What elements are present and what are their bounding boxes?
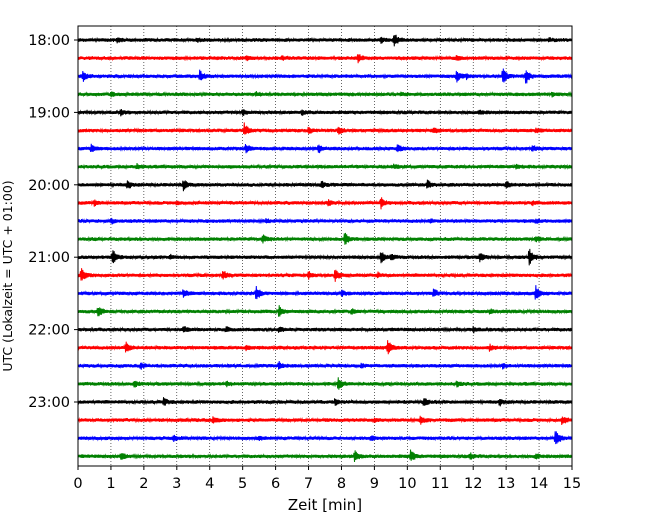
trace-row-6 [77,143,573,154]
x-tick-label: 6 [271,476,280,492]
x-tick-label: 7 [304,476,313,492]
trace-row-7 [77,162,573,171]
plot-frame [77,25,573,467]
x-tick-label: 1 [106,476,115,492]
x-tick-label: 0 [73,476,82,492]
y-tick-label: 20:00 [28,178,70,194]
x-tick-label: 8 [337,476,346,492]
vertical-grid [110,26,540,466]
trace-row-18 [77,360,573,370]
x-tick-label: 15 [563,476,581,492]
x-tick-label: 14 [530,476,548,492]
y-tick-label: 18:00 [28,33,70,49]
x-tick-label: 2 [139,476,148,492]
x-tick-label: 3 [172,476,181,492]
trace-row-11 [77,232,573,245]
x-tick-label: 10 [398,476,416,492]
x-tick-label: 5 [238,476,247,492]
trace-row-0 [77,34,573,47]
x-tick-label: 11 [431,476,449,492]
trace-row-1 [77,54,573,64]
trace-row-19 [77,377,573,390]
x-axis-ticks: 0 1 2 3 4 5 6 7 8 9 10 11 12 13 14 15 [73,466,581,492]
trace-row-14 [77,285,573,300]
y-tick-label: 23:00 [28,395,70,411]
x-axis-label: Zeit [min] [288,496,362,514]
trace-row-5 [77,122,573,135]
y-tick-label: 19:00 [28,105,70,121]
trace-row-23 [77,449,573,463]
seismic-traces [77,34,573,463]
y-axis-label: UTC (Lokalzeit = UTC + 01:00) [0,180,15,371]
x-tick-label: 12 [464,476,482,492]
trace-row-22 [77,431,573,445]
trace-row-4 [77,108,573,117]
y-tick-label: 21:00 [28,250,70,266]
trace-row-16 [77,325,573,334]
trace-row-17 [77,340,573,355]
trace-row-12 [77,248,573,266]
trace-row-15 [77,305,573,317]
trace-row-3 [77,91,573,98]
trace-row-10 [77,217,573,225]
trace-row-21 [77,415,573,425]
x-tick-label: 13 [497,476,515,492]
trace-row-2 [77,68,573,84]
trace-row-8 [77,179,573,192]
trace-row-20 [77,397,573,407]
x-tick-label: 4 [205,476,214,492]
trace-row-13 [77,268,573,282]
x-tick-label: 9 [370,476,379,492]
trace-row-9 [77,197,573,210]
y-tick-label: 22:00 [28,323,70,339]
y-axis-ticks: 18:00 19:00 20:00 21:00 22:00 23:00 [28,33,78,411]
